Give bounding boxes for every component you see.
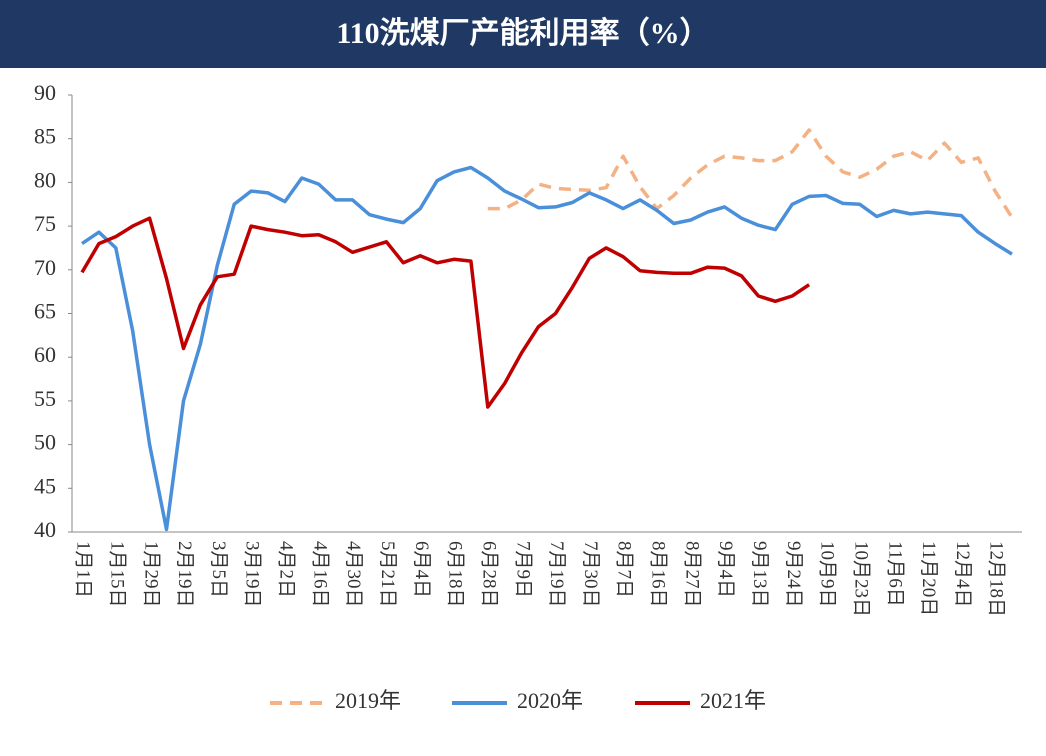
x-tick-label: 6月4日	[411, 541, 432, 598]
x-tick-label: 11月20日	[918, 541, 939, 616]
x-tick-label: 5月21日	[377, 541, 398, 608]
y-tick-label: 90	[34, 80, 56, 105]
x-tick-label: 7月19日	[546, 541, 567, 608]
x-tick-label: 6月28日	[478, 541, 499, 608]
x-tick-label: 4月16日	[309, 541, 330, 608]
chart-title: 110洗煤厂产能利用率（%）	[336, 16, 709, 50]
y-tick-label: 40	[34, 517, 56, 542]
y-tick-label: 65	[34, 299, 56, 324]
legend-label: 2019年	[335, 688, 401, 713]
y-tick-label: 50	[34, 430, 56, 455]
x-tick-label: 8月27日	[681, 541, 702, 608]
y-tick-label: 85	[34, 124, 56, 149]
x-tick-label: 1月15日	[106, 541, 127, 608]
x-tick-label: 10月9日	[817, 541, 838, 608]
x-tick-label: 3月5日	[208, 541, 229, 598]
x-tick-label: 12月4日	[952, 541, 973, 608]
y-tick-label: 80	[34, 167, 56, 192]
x-tick-label: 7月30日	[580, 541, 601, 608]
x-tick-label: 4月30日	[343, 541, 364, 608]
series-line	[81, 165, 1013, 532]
x-tick-label: 2月19日	[174, 541, 195, 608]
y-tick-label: 75	[34, 211, 56, 236]
legend-label: 2021年	[700, 688, 766, 713]
title-bar	[0, 0, 1046, 68]
y-tick-label: 45	[34, 473, 56, 498]
x-tick-label: 1月1日	[73, 541, 94, 598]
x-tick-label: 8月16日	[648, 541, 669, 608]
x-tick-label: 9月13日	[749, 541, 770, 608]
y-tick-label: 60	[34, 342, 56, 367]
x-tick-label: 10月23日	[850, 541, 871, 617]
y-tick-label: 55	[34, 386, 56, 411]
x-tick-label: 12月18日	[986, 541, 1007, 617]
y-tick-label: 70	[34, 255, 56, 280]
x-tick-label: 11月6日	[884, 541, 905, 607]
x-tick-label: 8月7日	[614, 541, 635, 598]
x-tick-label: 1月29日	[140, 541, 161, 608]
x-tick-label: 9月24日	[783, 541, 804, 608]
x-tick-label: 6月18日	[445, 541, 466, 608]
x-tick-label: 7月9日	[512, 541, 533, 598]
series-line	[80, 216, 811, 409]
legend-label: 2020年	[517, 688, 583, 713]
x-tick-label: 4月2日	[276, 541, 297, 598]
x-tick-label: 9月4日	[715, 541, 736, 598]
x-tick-label: 3月19日	[242, 541, 263, 608]
